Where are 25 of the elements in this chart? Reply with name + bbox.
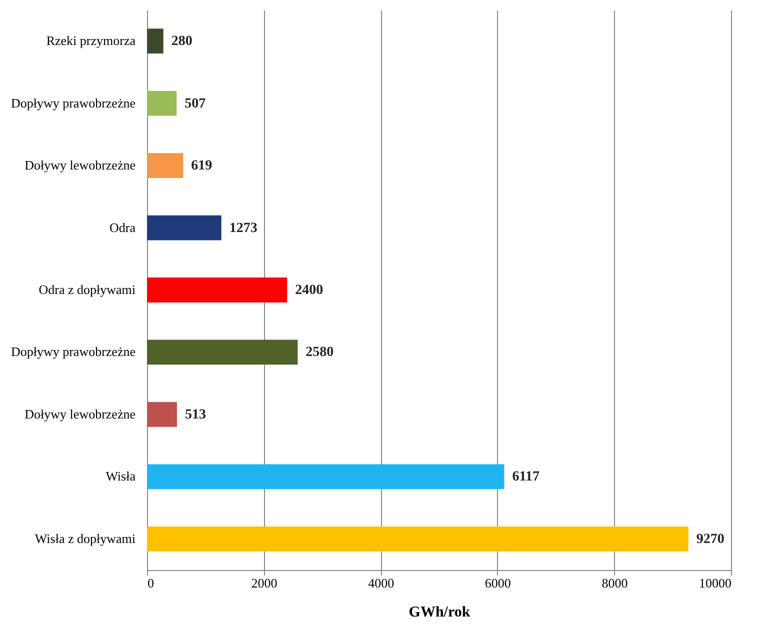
x-tick-label: 4000	[368, 576, 394, 590]
y-tick-label: Dopływy prawobrzeżne	[10, 95, 136, 110]
y-tick-label: Doływy lewobrzeżne	[24, 406, 136, 422]
x-tick-label: 0	[148, 576, 154, 590]
data-label: 6117	[512, 470, 540, 485]
y-tick-label: Doływy lewobrzeżne	[24, 158, 136, 173]
y-tick-label: Dopływy prawobrzeżne	[10, 344, 136, 360]
y-tick-label: Rzeki przymorza	[46, 33, 136, 48]
data-label: 9270	[696, 532, 724, 547]
x-tick-label: 2000	[251, 576, 278, 590]
y-tick-label: Wisła z dopływami	[34, 530, 136, 546]
data-label: 2580	[306, 345, 334, 360]
x-tick-label: 6000	[484, 576, 511, 590]
data-label: 619	[191, 158, 212, 174]
x-tick-label: 10000	[699, 576, 732, 590]
y-tick-label: Odra	[110, 220, 136, 235]
y-tick-label: Wisła	[106, 468, 136, 484]
data-label: 1273	[229, 220, 258, 236]
x-axis-title: GWh/rok	[408, 604, 471, 620]
x-tick-label: 8000	[602, 576, 628, 590]
data-label: 507	[184, 96, 206, 112]
data-label: 2400	[295, 283, 324, 298]
data-label: 513	[184, 407, 206, 422]
y-tick-label: Odra z dopływami	[38, 282, 136, 297]
data-label: 280	[171, 34, 192, 50]
